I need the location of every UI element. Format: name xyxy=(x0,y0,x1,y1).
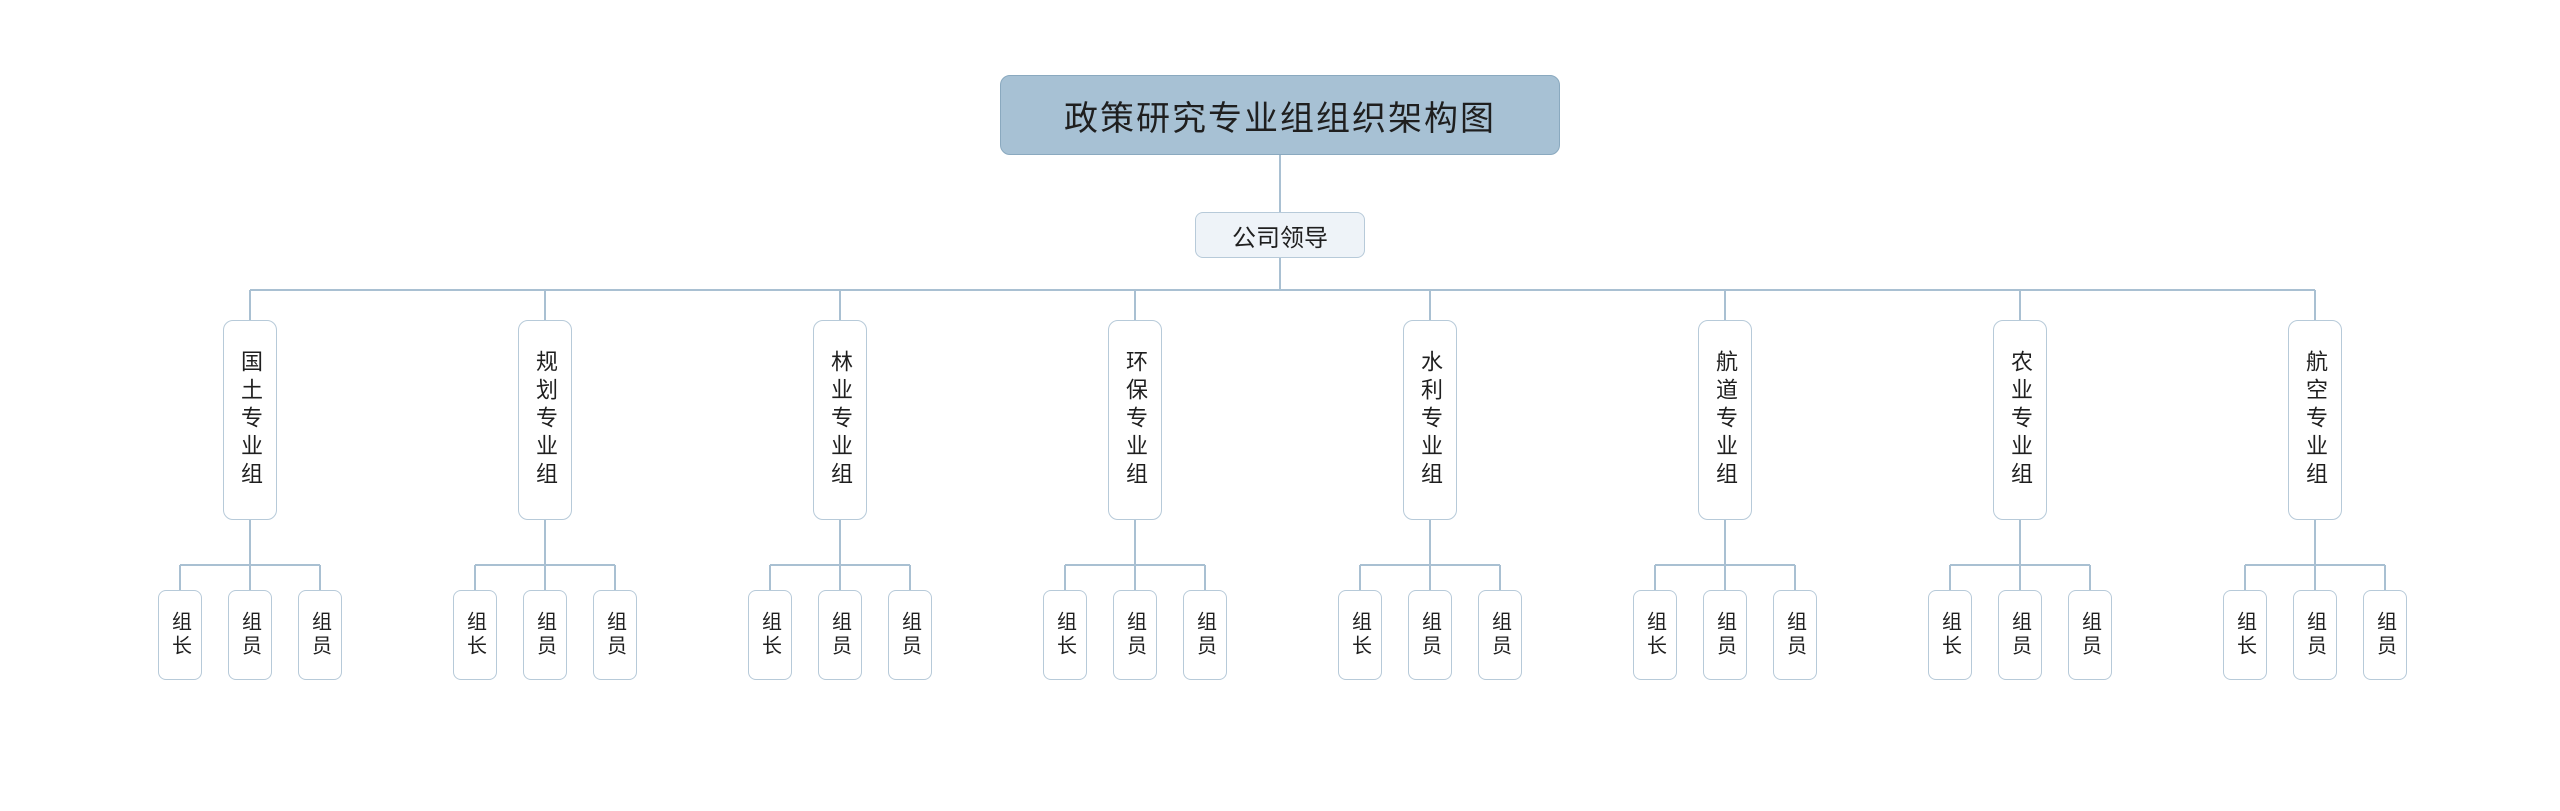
member-node: 组员 xyxy=(1773,590,1817,680)
group-node: 环保专业组 xyxy=(1108,320,1162,520)
member-node: 组员 xyxy=(1408,590,1452,680)
member-leader-node: 组长 xyxy=(1633,590,1677,680)
group-node: 水利专业组 xyxy=(1403,320,1457,520)
member-node: 组员 xyxy=(1183,590,1227,680)
member-node: 组员 xyxy=(2363,590,2407,680)
member-leader-node: 组长 xyxy=(2223,590,2267,680)
member-node: 组员 xyxy=(2068,590,2112,680)
group-node: 规划专业组 xyxy=(518,320,572,520)
member-leader-node: 组长 xyxy=(1338,590,1382,680)
member-node: 组员 xyxy=(298,590,342,680)
member-node: 组员 xyxy=(888,590,932,680)
member-leader-node: 组长 xyxy=(1928,590,1972,680)
member-node: 组员 xyxy=(593,590,637,680)
member-leader-node: 组长 xyxy=(158,590,202,680)
member-leader-node: 组长 xyxy=(453,590,497,680)
member-node: 组员 xyxy=(228,590,272,680)
org-chart: 政策研究专业组组织架构图 公司领导 国土专业组组长组员组员规划专业组组长组员组员… xyxy=(0,0,2560,811)
member-node: 组员 xyxy=(523,590,567,680)
member-node: 组员 xyxy=(818,590,862,680)
chart-title: 政策研究专业组组织架构图 xyxy=(1000,75,1560,155)
member-node: 组员 xyxy=(1703,590,1747,680)
member-node: 组员 xyxy=(1998,590,2042,680)
member-node: 组员 xyxy=(1113,590,1157,680)
group-node: 林业专业组 xyxy=(813,320,867,520)
member-node: 组员 xyxy=(2293,590,2337,680)
leader-node: 公司领导 xyxy=(1195,212,1365,258)
group-node: 航空专业组 xyxy=(2288,320,2342,520)
member-node: 组员 xyxy=(1478,590,1522,680)
member-leader-node: 组长 xyxy=(748,590,792,680)
group-node: 国土专业组 xyxy=(223,320,277,520)
member-leader-node: 组长 xyxy=(1043,590,1087,680)
group-node: 航道专业组 xyxy=(1698,320,1752,520)
group-node: 农业专业组 xyxy=(1993,320,2047,520)
